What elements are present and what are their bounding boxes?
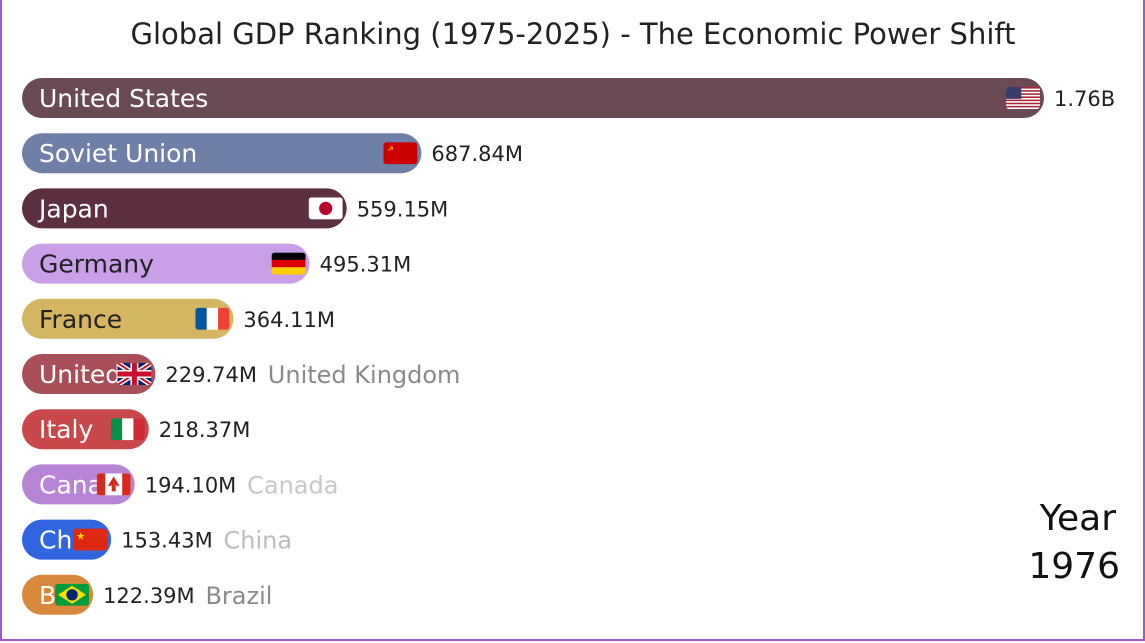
brazil-flag-icon (55, 583, 90, 606)
chart-title: Global GDP Ranking (1975-2025) - The Eco… (131, 17, 1016, 51)
bar-inside-label: Germany (39, 250, 154, 279)
bar-row-united-kingdom: United 229.74M United Kingdom (22, 354, 460, 394)
bar-row-china: Chi★ 153.43M China (22, 519, 292, 560)
italy-flag-icon (110, 418, 145, 441)
bar-outside-label: China (223, 527, 292, 555)
bar-row-brazil: B 122.39M Brazil (22, 574, 272, 615)
bar-inside-label: Italy (39, 415, 93, 444)
bar-inside-label: Soviet Union (39, 139, 197, 168)
bar-inside-label: B (39, 581, 56, 610)
bar (22, 298, 234, 339)
bars-group: United States 1.76B Soviet Union ☭ 687.84M Ja… (22, 78, 1115, 615)
svg-text:★: ★ (76, 532, 85, 543)
china-flag-icon: ★ (73, 528, 108, 551)
bar-row-germany: Germany 495.31M (22, 243, 412, 284)
bar-row-soviet-union: Soviet Union ☭ 687.84M (22, 133, 523, 174)
bar (22, 78, 1044, 118)
bar-inside-label: United (39, 360, 121, 389)
bar-row-italy: Italy 218.37M (22, 409, 251, 450)
bar-value-label: 229.74M (165, 363, 257, 387)
bar-row-united-states: United States 1.76B (22, 78, 1115, 118)
year-label: Year (1039, 498, 1116, 539)
bar-value-label: 1.76B (1054, 87, 1115, 111)
bar-inside-label: United States (39, 84, 208, 113)
japan-flag-icon (308, 197, 343, 220)
bar-value-label: 122.39M (103, 584, 195, 608)
bar-value-label: 687.84M (431, 142, 523, 166)
bar-row-france: France 364.11M (22, 298, 335, 339)
uk-flag-icon (117, 363, 152, 385)
bar-value-label: 153.43M (121, 529, 213, 553)
bar-row-canada: Cana 194.10M Canada (22, 464, 338, 505)
germany-flag-icon (271, 252, 306, 275)
bar (22, 133, 422, 174)
year-value: 1976 (1028, 546, 1120, 587)
bar-value-label: 364.11M (243, 308, 335, 332)
bar-outside-label: United Kingdom (268, 361, 461, 389)
canada-flag-icon (96, 473, 131, 496)
bar-row-japan: Japan 559.15M (22, 188, 449, 229)
france-flag-icon (195, 307, 230, 330)
bar-inside-label: Chi (39, 526, 79, 555)
us-flag-icon (1006, 87, 1040, 109)
bar-outside-label: Canada (247, 471, 338, 499)
ussr-flag-icon: ☭ (383, 142, 418, 165)
bar-value-label: 495.31M (320, 253, 412, 277)
bar-value-label: 194.10M (145, 473, 237, 497)
bar-value-label: 559.15M (357, 197, 449, 221)
bar (22, 188, 347, 229)
bar-inside-label: Cana (39, 470, 103, 499)
bar-inside-label: France (39, 305, 122, 334)
svg-text:☭: ☭ (387, 145, 393, 153)
bar-value-label: 218.37M (159, 418, 251, 442)
bar (22, 243, 310, 284)
bar-inside-label: Japan (37, 194, 109, 223)
bar-outside-label: Brazil (205, 582, 272, 610)
